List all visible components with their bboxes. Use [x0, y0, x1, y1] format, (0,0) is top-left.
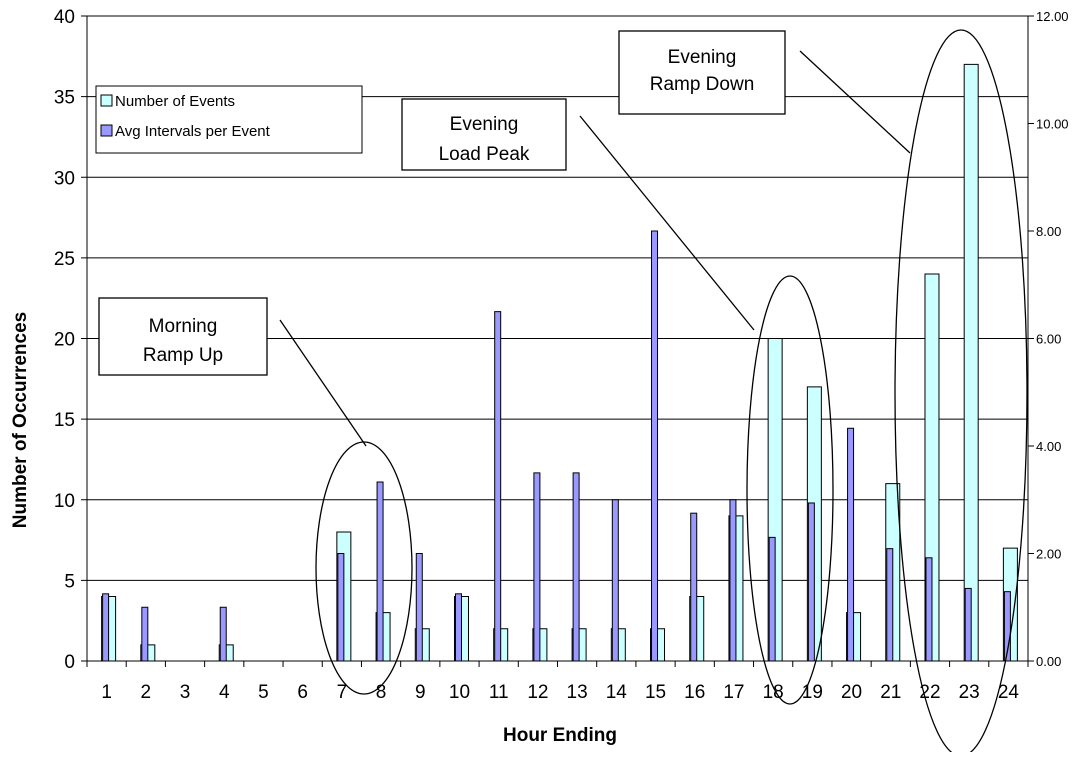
bar-avg-intervals — [847, 427, 855, 662]
bar-avg-intervals — [337, 553, 345, 662]
x-tick-label: 22 — [919, 682, 940, 703]
annotation-callout-line — [579, 115, 755, 331]
axes — [81, 15, 1034, 667]
bars — [101, 63, 1018, 662]
x-tick-label: 24 — [998, 682, 1020, 703]
annotation-box — [618, 30, 786, 115]
x-tick-label: 18 — [763, 682, 784, 703]
x-tick-label: 8 — [376, 682, 387, 703]
annotation-callout-line — [279, 319, 367, 447]
annotation-text: Ramp Down — [650, 74, 755, 95]
y2-tick-label: 0.00 — [1036, 654, 1061, 669]
bar-avg-intervals — [690, 512, 698, 662]
x-tick-label: 3 — [180, 682, 191, 703]
x-tick-label: 19 — [802, 682, 823, 703]
x-tick-label: 12 — [527, 682, 548, 703]
bar-number-of-events — [963, 63, 979, 662]
bar-avg-intervals — [729, 499, 737, 662]
x-tick-label: 11 — [489, 682, 509, 703]
x-tick-label: 1 — [101, 682, 112, 703]
x-tick-label: 4 — [219, 682, 230, 703]
bar-avg-intervals — [533, 472, 541, 662]
y-tick-label: 5 — [64, 571, 75, 592]
y-tick-label: 40 — [54, 7, 75, 28]
bar-avg-intervals — [376, 481, 384, 662]
x-tick-label: 13 — [567, 682, 588, 703]
tick-labels: 05101520253035400.002.004.006.008.0010.0… — [54, 7, 1069, 703]
bar-avg-intervals — [141, 606, 149, 662]
bar-avg-intervals — [454, 593, 462, 662]
x-tick-label: 16 — [684, 682, 705, 703]
x-tick-label: 14 — [606, 682, 628, 703]
annotation-ellipse — [315, 441, 413, 695]
annotation-text: Load Peak — [439, 144, 530, 165]
bar-avg-intervals — [102, 593, 110, 662]
x-tick-label: 21 — [880, 682, 901, 703]
y-tick-label: 35 — [54, 88, 75, 109]
annotation-ellipse — [746, 275, 834, 705]
bar-avg-intervals — [925, 557, 933, 662]
y-tick-label: 15 — [54, 410, 75, 431]
annotations: Morning Ramp Up Evening Load Peak Evening Ram… — [98, 29, 1028, 757]
x-tick-label: 23 — [959, 682, 980, 703]
bar-avg-intervals — [415, 553, 423, 662]
x-tick-label: 9 — [415, 682, 426, 703]
x-tick-label: 20 — [841, 682, 862, 703]
legend-box — [95, 85, 363, 154]
bar-avg-intervals — [768, 536, 776, 662]
y2-tick-label: 8.00 — [1036, 224, 1061, 239]
bar-avg-intervals — [886, 548, 894, 662]
legend-swatch — [100, 94, 113, 107]
x-tick-label: 10 — [449, 682, 470, 703]
y-tick-label: 25 — [54, 249, 75, 270]
legend-label: Avg Intervals per Event — [115, 123, 271, 140]
x-tick-label: 15 — [645, 682, 666, 703]
y-tick-label: 30 — [54, 168, 75, 189]
annotation-box — [401, 98, 567, 171]
annotation-box — [98, 297, 268, 376]
x-tick-label: 7 — [337, 682, 348, 703]
legend-swatch — [100, 124, 113, 137]
annotation-text: Evening — [450, 114, 519, 135]
y2-tick-label: 10.00 — [1036, 117, 1069, 132]
y2-tick-label: 4.00 — [1036, 439, 1061, 454]
y2-tick-label: 2.00 — [1036, 547, 1061, 562]
x-tick-label: 17 — [723, 682, 744, 703]
x-tick-label: 5 — [258, 682, 269, 703]
x-tick-label: 2 — [141, 682, 152, 703]
bar-avg-intervals — [651, 230, 659, 662]
annotation-text: Ramp Up — [143, 345, 223, 366]
x-axis-title: Hour Ending — [503, 725, 617, 746]
x-tick-label: 6 — [297, 682, 308, 703]
annotation-text: Evening — [668, 47, 737, 68]
bar-avg-intervals — [611, 499, 619, 662]
bar-avg-intervals — [964, 587, 972, 662]
legend-label: Number of Events — [115, 93, 235, 110]
y-tick-label: 10 — [54, 491, 75, 512]
y-tick-label: 20 — [54, 330, 75, 351]
bar-avg-intervals — [572, 472, 580, 662]
bar-avg-intervals — [807, 502, 815, 662]
y2-tick-label: 12.00 — [1036, 9, 1069, 24]
y-tick-label: 0 — [64, 652, 75, 673]
bar-avg-intervals — [494, 311, 502, 662]
bar-avg-intervals — [219, 606, 227, 662]
annotation-callout-line — [799, 50, 911, 154]
annotation-text: Morning — [149, 316, 218, 337]
y-axis-title: Number of Occurrences — [10, 312, 31, 528]
legend: Number of Events Avg Intervals per Event — [95, 85, 363, 154]
y2-tick-label: 6.00 — [1036, 332, 1061, 347]
